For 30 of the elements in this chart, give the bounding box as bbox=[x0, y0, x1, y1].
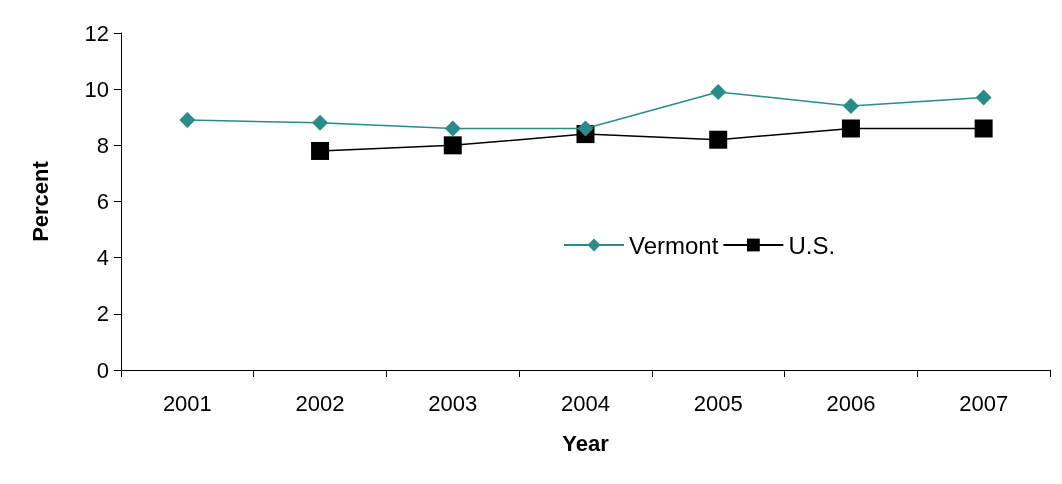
y-tick-label: 4 bbox=[96, 245, 109, 271]
y-tick-label: 12 bbox=[84, 20, 109, 46]
x-tick-label: 2001 bbox=[162, 390, 212, 416]
y-tick-label: 2 bbox=[96, 301, 109, 327]
point bbox=[311, 141, 330, 160]
x-tick-label: 2002 bbox=[295, 390, 345, 416]
x-tick-label: 2003 bbox=[428, 390, 478, 416]
point bbox=[841, 119, 860, 138]
point bbox=[709, 130, 728, 149]
x-tick-label: 2007 bbox=[959, 390, 1009, 416]
y-tick-label: 8 bbox=[96, 132, 109, 158]
point bbox=[312, 114, 329, 131]
x-tick-label: 2004 bbox=[561, 390, 610, 416]
point bbox=[974, 119, 993, 138]
point bbox=[710, 83, 727, 100]
y-tick-label: 0 bbox=[96, 357, 109, 383]
point bbox=[577, 120, 594, 137]
x-tick-label: 2006 bbox=[826, 390, 876, 416]
point bbox=[443, 136, 462, 155]
point bbox=[842, 98, 859, 115]
point bbox=[444, 120, 461, 137]
point bbox=[179, 112, 196, 129]
x-tick-label: 2005 bbox=[693, 390, 743, 416]
y-axis-title: Percent bbox=[27, 160, 53, 242]
legend-label: Vermont bbox=[629, 231, 719, 259]
x-axis-title: Year bbox=[562, 430, 610, 456]
point bbox=[975, 89, 992, 106]
legend-label: U.S. bbox=[788, 231, 836, 259]
y-tick-label: 10 bbox=[84, 76, 109, 102]
y-tick-label: 6 bbox=[96, 189, 109, 214]
